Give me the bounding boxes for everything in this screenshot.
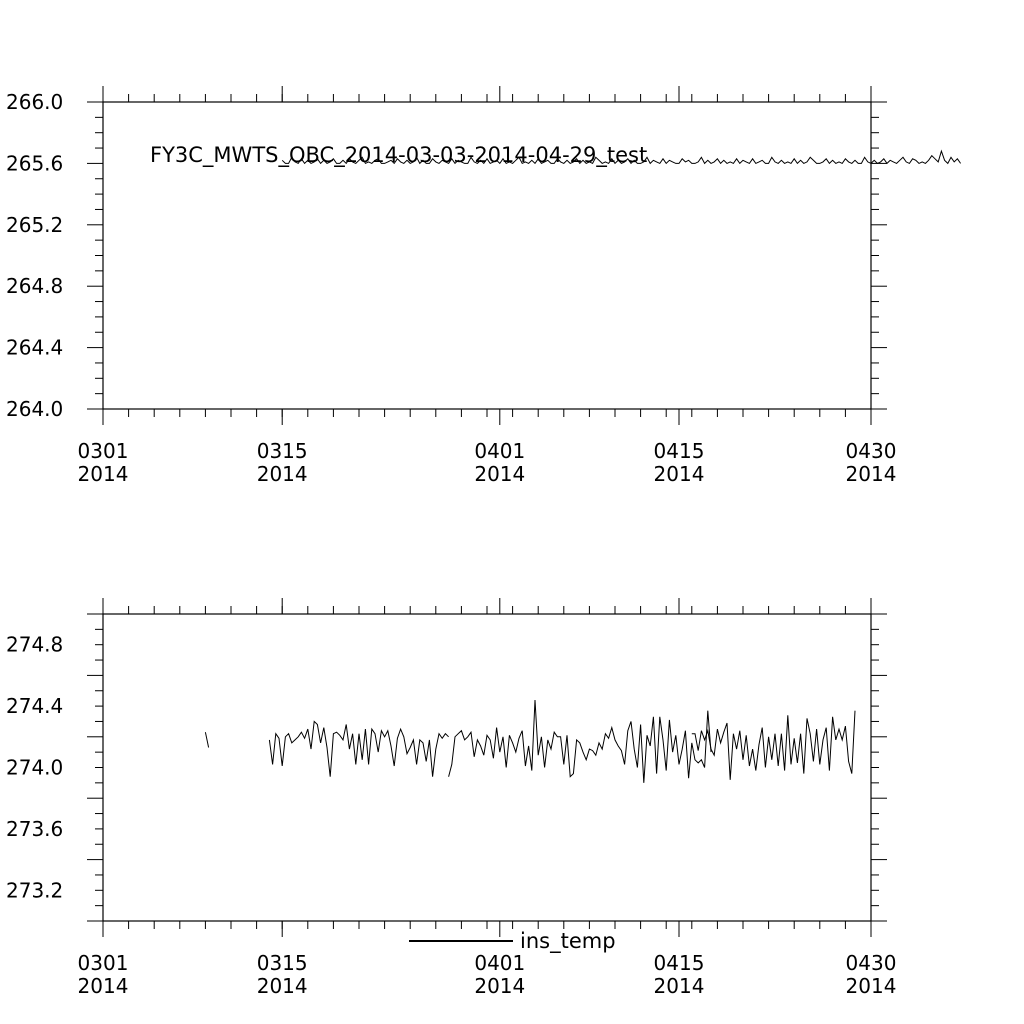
x-tick-label-year: 2014 [78, 974, 129, 998]
y-tick-label: 273.6 [6, 817, 63, 841]
bottom-panel: 273.2273.6274.0274.4274.8030120140315201… [6, 598, 896, 998]
x-tick-label-date: 0315 [257, 439, 308, 463]
y-tick-label: 274.0 [6, 756, 63, 780]
series-line [204, 732, 210, 748]
series-line [691, 710, 856, 780]
x-tick-label-date: 0430 [846, 439, 897, 463]
y-tick-label: 266.0 [6, 90, 63, 114]
y-tick-label: 265.6 [6, 151, 63, 175]
x-tick-label-date: 0415 [654, 951, 705, 975]
y-tick-label: 264.8 [6, 274, 63, 298]
x-tick-label-year: 2014 [846, 974, 897, 998]
x-tick-label-year: 2014 [654, 462, 705, 486]
x-tick-label-year: 2014 [474, 462, 525, 486]
y-tick-label: 274.4 [6, 694, 63, 718]
series-line [281, 149, 962, 165]
x-tick-label-year: 2014 [846, 462, 897, 486]
legend-label: ins_temp [520, 929, 616, 954]
x-tick-label-date: 0301 [78, 439, 129, 463]
x-tick-label-year: 2014 [78, 462, 129, 486]
x-tick-label-date: 0415 [654, 439, 705, 463]
x-tick-label-date: 0315 [257, 951, 308, 975]
chart-title: FY3C_MWTS_OBC_2014-03-03-2014-04-29_test [150, 143, 647, 168]
series-line [268, 720, 449, 777]
series-line [448, 699, 712, 783]
x-tick-label-year: 2014 [257, 974, 308, 998]
top-panel: 264.0264.4264.8265.2265.6266.00301201403… [6, 86, 962, 486]
x-tick-label-date: 0401 [474, 439, 525, 463]
y-tick-label: 273.2 [6, 878, 63, 902]
x-tick-label-date: 0301 [78, 951, 129, 975]
y-tick-label: 265.2 [6, 213, 63, 237]
x-tick-label-date: 0401 [474, 951, 525, 975]
x-tick-label-date: 0430 [846, 951, 897, 975]
x-tick-label-year: 2014 [654, 974, 705, 998]
x-tick-label-year: 2014 [474, 974, 525, 998]
x-tick-label-year: 2014 [257, 462, 308, 486]
y-tick-label: 264.0 [6, 397, 63, 421]
y-tick-label: 274.8 [6, 633, 63, 657]
y-tick-label: 264.4 [6, 336, 63, 360]
